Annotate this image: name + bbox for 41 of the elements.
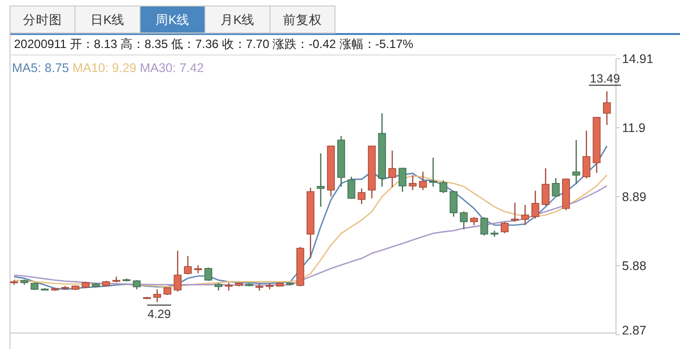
candlestick [132,280,141,290]
candlestick [184,255,192,276]
annotation: 13.49 [590,71,620,86]
candlestick [552,178,560,198]
candlestick [408,174,417,191]
text: 月K线 [220,13,255,27]
candlestick [419,171,427,191]
candlestick [460,210,468,230]
candlestick [204,266,212,282]
candlestick [439,180,448,194]
annotation: 4.29 [148,307,172,322]
text: MA30: 7.42 [140,61,204,75]
text: 前复权 [283,13,322,27]
candlestick [521,204,530,226]
candlestick [347,176,356,200]
text: MA10: 9.29 [72,61,140,75]
line-series [13,145,608,290]
candlestick [531,190,540,220]
candlestick [398,167,406,192]
y-tick-label: 14.91 [622,52,654,66]
candlestick [602,90,611,126]
y-tick-label: 8.89 [622,190,646,204]
candlestick [358,188,366,205]
candlestick [316,152,325,208]
candlestick [500,222,509,234]
candlestick [572,139,580,185]
text: 日K线 [90,13,125,27]
y-tick-label: 11.9 [622,121,646,136]
text: MA5: 8.75 [12,61,72,75]
candlestick [153,288,162,303]
y-tick-label: 5.88 [622,259,646,274]
candlestick [388,150,396,188]
candlestick [542,168,550,206]
text: 周K线 [155,13,190,27]
candlestick [174,250,182,292]
candlestick [450,190,458,218]
text: 20200911 开：8.13 高：8.35 低：7.36 收：7.70 涨跌：-0.42 涨幅：-5.17% [14,37,414,51]
text: 分时图 [23,13,62,27]
candlestick [480,216,488,236]
candlestick [582,130,590,179]
y-tick-label: 2.87 [622,324,646,338]
